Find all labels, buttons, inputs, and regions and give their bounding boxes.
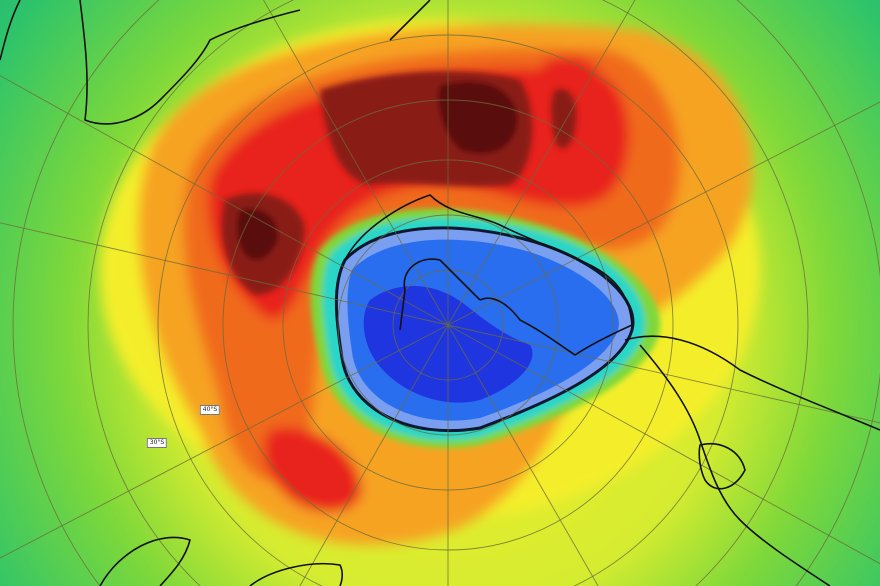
south-america-coastline [639,344,831,586]
australia-coastline [99,536,191,586]
grid-label: 40°S [199,405,221,415]
grid-label: 30°S [146,438,168,448]
south-america-tip-coastline [624,335,880,431]
antarctica-coastline [344,194,633,356]
ozone-maximum [221,71,577,295]
africa-or-australia-coastline [79,0,301,125]
